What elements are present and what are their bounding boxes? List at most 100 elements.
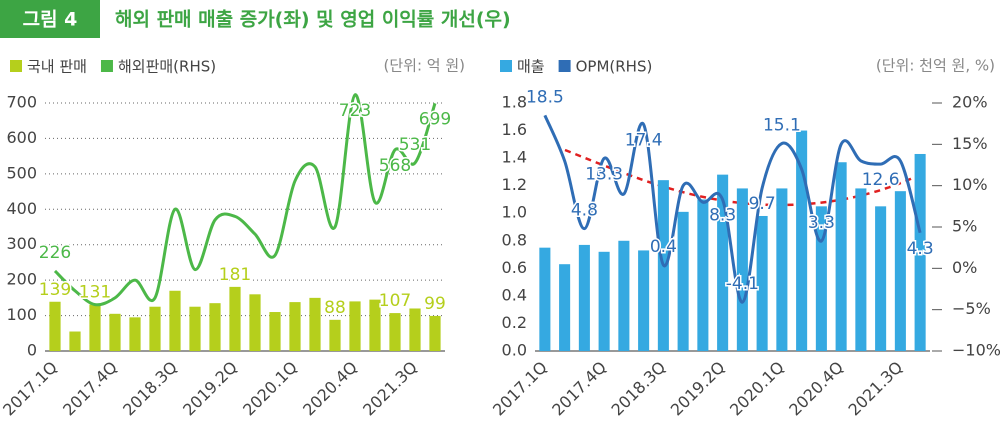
y-tick-label: 1.6	[502, 120, 527, 139]
legend-label: 국내 판매	[27, 58, 87, 76]
data-label: 9.7	[749, 194, 776, 214]
bar	[618, 240, 630, 351]
data-label: 531	[399, 135, 431, 155]
bar	[815, 206, 827, 351]
bar	[309, 297, 321, 351]
bar	[409, 308, 421, 351]
y-tick-label: 0	[27, 341, 37, 360]
y2-tick-label: 10%	[952, 175, 988, 194]
x-tick-label: 2021.3Q	[359, 358, 421, 420]
data-label: 139	[39, 280, 71, 300]
data-label: 181	[219, 265, 251, 285]
data-label: 226	[39, 243, 71, 263]
x-tick-label: 2017.4Q	[548, 358, 610, 420]
bar	[69, 331, 81, 351]
bar	[578, 244, 590, 351]
legend-swatch	[558, 60, 571, 72]
y-tick-label: 200	[6, 270, 37, 289]
data-label: 99	[424, 294, 446, 314]
x-tick-label: 2020.4Q	[785, 358, 847, 420]
data-label: 107	[379, 291, 411, 311]
data-label: 88	[324, 298, 346, 318]
y-tick-label: 1.4	[502, 148, 527, 167]
y-tick-label: 0.2	[502, 313, 527, 332]
x-tick-label: 2017.1Q	[0, 358, 61, 420]
bar	[149, 306, 161, 351]
bar	[429, 315, 441, 351]
bar	[835, 162, 847, 351]
bar	[638, 250, 650, 351]
legend-label: OPM(RHS)	[576, 58, 653, 76]
bar	[875, 206, 887, 351]
x-tick-label: 2020.1Q	[726, 358, 788, 420]
y-tick-label: 100	[6, 305, 37, 324]
figure-label: 그림 4	[23, 9, 78, 31]
data-label: 18.5	[526, 87, 564, 107]
bar	[229, 286, 241, 351]
bar	[89, 304, 101, 351]
y-tick-label: 0.6	[502, 258, 527, 277]
y-tick-label: 1.2	[502, 175, 527, 194]
y2-tick-label: 5%	[952, 217, 977, 236]
data-label: 723	[339, 101, 371, 121]
y2-tick-label: −10%	[952, 341, 1000, 360]
bar	[855, 188, 867, 351]
data-label: 568	[379, 156, 411, 176]
unit-label: (단위: 억 원)	[384, 57, 466, 75]
data-label: -4.1	[726, 274, 759, 294]
bar	[539, 247, 551, 351]
y-tick-label: 1.8	[502, 93, 527, 112]
y-tick-label: 700	[6, 93, 37, 112]
data-label: 12.6	[862, 170, 900, 190]
trend-line	[564, 148, 926, 207]
bar	[717, 174, 729, 351]
line	[53, 93, 437, 307]
x-tick-label: 2018.3Q	[607, 358, 669, 420]
data-label: 4.3	[907, 239, 934, 259]
legend-swatch	[100, 60, 113, 72]
data-label: 17.4	[625, 130, 663, 150]
data-label: 3.3	[808, 213, 835, 233]
bar	[756, 215, 768, 351]
figure-title: 해외 판매 매출 증가(좌) 및 영업 이익률 개선(우)	[115, 9, 511, 31]
bar	[894, 191, 906, 351]
bar	[209, 303, 221, 351]
legend-label: 해외판매(RHS)	[118, 58, 216, 76]
legend-swatch	[500, 60, 512, 72]
bar	[736, 188, 748, 351]
y2-tick-label: 20%	[952, 93, 988, 112]
bar	[349, 301, 361, 351]
bar	[249, 294, 261, 351]
data-label: 13.3	[585, 164, 623, 184]
x-tick-label: 2020.1Q	[239, 358, 301, 420]
y-tick-label: 500	[6, 163, 37, 182]
y-tick-label: 400	[6, 199, 37, 218]
figure-badge	[0, 0, 100, 38]
line	[543, 114, 922, 304]
y-tick-label: 0.4	[502, 285, 527, 304]
bar	[329, 319, 341, 351]
x-tick-label: 2018.3Q	[119, 358, 181, 420]
bar	[697, 199, 709, 351]
data-label: 4.8	[571, 201, 598, 221]
bar	[796, 130, 808, 351]
bar	[189, 306, 201, 351]
bar	[677, 211, 689, 351]
data-label: 8.3	[709, 206, 736, 226]
x-tick-label: 2020.4Q	[299, 358, 361, 420]
y2-tick-label: −5%	[952, 299, 991, 318]
data-label: 0.4	[650, 237, 677, 257]
bar	[289, 302, 301, 351]
bar	[369, 299, 381, 351]
x-tick-label: 2019.2Q	[179, 358, 241, 420]
bar	[598, 251, 610, 351]
x-tick-label: 2021.3Q	[844, 358, 906, 420]
legend-swatch	[10, 60, 22, 72]
data-label: 699	[419, 109, 451, 129]
bar	[389, 313, 401, 351]
y-tick-label: 600	[6, 128, 37, 147]
unit-label: (단위: 천억 원, %)	[876, 57, 995, 75]
bar	[169, 290, 181, 351]
y2-tick-label: 15%	[952, 134, 988, 153]
